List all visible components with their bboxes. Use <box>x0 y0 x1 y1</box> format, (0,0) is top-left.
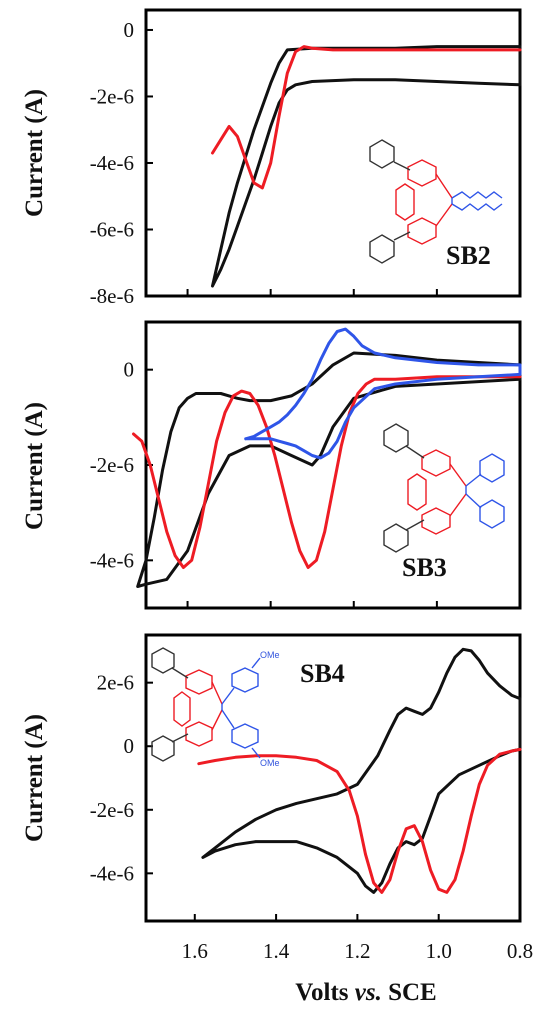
x-tick-label-4: 0.8 <box>507 939 533 963</box>
ome-label-bottom: OMe <box>260 758 280 768</box>
y-tick-label-sb4-1: 0 <box>124 734 135 758</box>
x-tick-label-2: 1.2 <box>344 939 370 963</box>
y-tick-label-sb4-2: -2e-6 <box>90 798 134 822</box>
trace-sb2-red <box>211 45 522 190</box>
x-tick-label-3: 1.0 <box>426 939 452 963</box>
plot-frame-sb4 <box>144 633 522 923</box>
y-tick-label-sb3-1: -2e-6 <box>90 453 134 477</box>
trace-sb3-black <box>136 351 522 588</box>
trace-sb4-red <box>197 747 522 894</box>
y-tick-label-sb2-2: -4e-6 <box>90 151 134 175</box>
compound-label-sb4: SB4 <box>300 659 345 688</box>
trace-sb3-blue <box>244 327 522 460</box>
traces-sb4 <box>197 647 522 894</box>
compound-label-sb3: SB3 <box>402 553 447 582</box>
molecule-structure-sb3 <box>383 423 505 553</box>
x-tick-labels: 1.6 1.4 1.2 1.0 0.8 <box>182 939 533 963</box>
traces-sb2 <box>211 45 522 288</box>
molecule-structure-sb4: OMe OMe <box>151 647 280 768</box>
x-ticks-sb4 <box>193 914 521 921</box>
y-axis-title-sb3: Current (A) <box>21 402 48 530</box>
x-ticks-sb3 <box>186 601 521 608</box>
y-tick-label-sb2-0: 0 <box>124 18 135 42</box>
trace-sb3-red <box>132 375 522 569</box>
y-tick-label-sb3-2: -4e-6 <box>90 548 134 572</box>
x-axis-title: Volts vs. SCE <box>295 979 436 1006</box>
y-ticks-sb4: 2e-6 0 -2e-6 -4e-6 <box>90 671 153 885</box>
y-tick-label-sb2-4: -8e-6 <box>90 284 134 308</box>
panel-sb4: 2e-6 0 -2e-6 -4e-6 Current (A) OMe OMe SB4 <box>21 633 522 923</box>
y-ticks-sb3: 0 -2e-6 -4e-6 <box>90 358 153 572</box>
plot-frame-sb2 <box>144 8 522 298</box>
molecule-structure-sb2 <box>369 139 503 264</box>
y-tick-label-sb4-3: -4e-6 <box>90 861 134 885</box>
panel-sb3: 0 -2e-6 -4e-6 Current (A) SB3 <box>21 320 522 610</box>
trace-sb2-black <box>211 45 522 288</box>
x-tick-label-1: 1.4 <box>263 939 290 963</box>
ome-label-top: OMe <box>260 650 280 660</box>
y-ticks-sb2: 0 -2e-6 -4e-6 -6e-6 -8e-6 <box>90 18 153 308</box>
panel-sb2: 0 -2e-6 -4e-6 -6e-6 -8e-6 Current (A) SB2 <box>21 8 522 308</box>
x-ticks-sb2 <box>186 289 521 296</box>
compound-label-sb2: SB2 <box>446 241 491 270</box>
y-axis-title-sb2: Current (A) <box>21 89 48 217</box>
y-tick-label-sb3-0: 0 <box>124 358 135 382</box>
y-axis-title-sb4: Current (A) <box>21 714 48 842</box>
traces-sb3 <box>132 327 522 588</box>
x-tick-label-0: 1.6 <box>182 939 208 963</box>
y-tick-label-sb2-3: -6e-6 <box>90 217 134 241</box>
y-tick-label-sb2-1: -2e-6 <box>90 84 134 108</box>
trace-sb4-black <box>201 647 522 894</box>
y-tick-label-sb4-0: 2e-6 <box>97 671 134 695</box>
